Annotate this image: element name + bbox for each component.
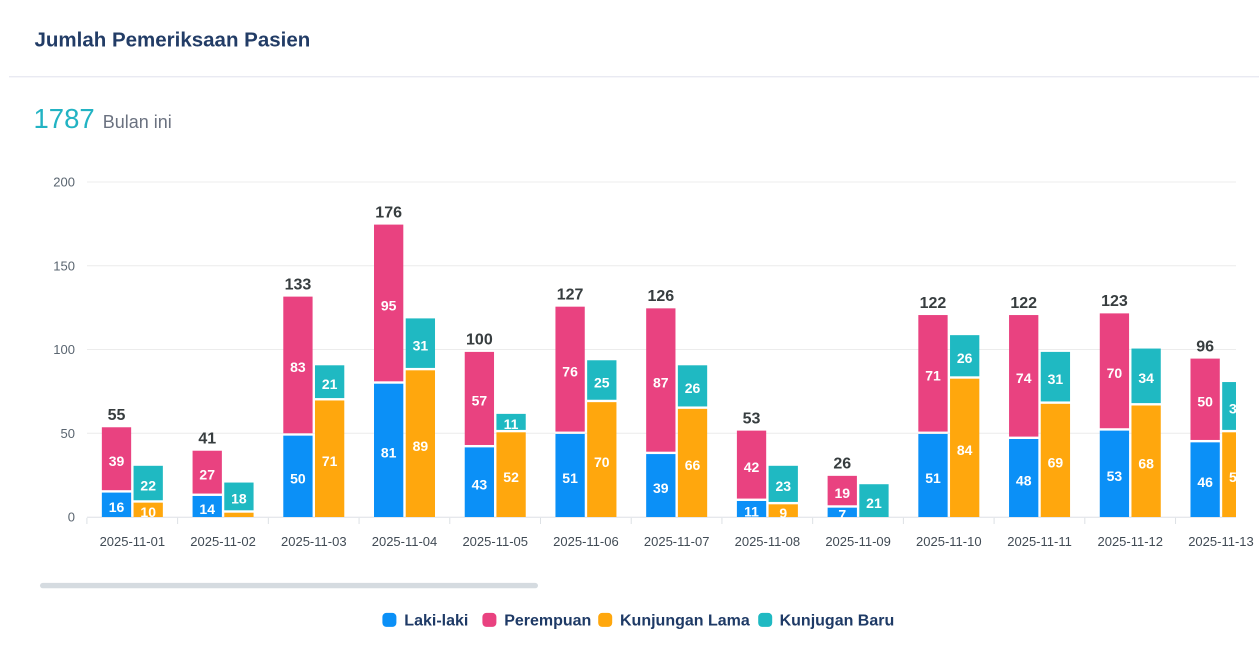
svg-text:52: 52: [503, 469, 519, 485]
svg-text:26: 26: [957, 350, 973, 366]
svg-text:2025-11-07: 2025-11-07: [644, 534, 710, 549]
svg-text:96: 96: [1196, 338, 1214, 355]
svg-text:66: 66: [685, 457, 701, 473]
svg-text:89: 89: [413, 438, 429, 454]
svg-text:51: 51: [925, 470, 941, 486]
svg-text:2025-11-10: 2025-11-10: [916, 534, 982, 549]
svg-text:53: 53: [743, 410, 761, 427]
svg-text:42: 42: [744, 459, 760, 475]
svg-text:57: 57: [472, 393, 488, 409]
svg-text:2025-11-11: 2025-11-11: [1007, 534, 1072, 549]
svg-text:51: 51: [562, 470, 578, 486]
svg-text:74: 74: [1016, 370, 1032, 386]
svg-text:52: 52: [1229, 469, 1245, 485]
svg-text:2025-11-06: 2025-11-06: [553, 534, 619, 549]
svg-text:16: 16: [109, 499, 125, 515]
svg-text:Bulan ini: Bulan ini: [103, 112, 172, 132]
svg-text:2025-11-05: 2025-11-05: [462, 534, 528, 549]
svg-text:71: 71: [925, 368, 941, 384]
svg-text:31: 31: [413, 337, 429, 353]
svg-text:100: 100: [466, 332, 493, 349]
svg-text:21: 21: [866, 495, 882, 511]
svg-text:127: 127: [557, 286, 584, 303]
svg-text:41: 41: [198, 430, 216, 447]
svg-text:48: 48: [1016, 472, 1032, 488]
svg-text:43: 43: [472, 476, 488, 492]
svg-text:69: 69: [1048, 455, 1064, 471]
svg-text:50: 50: [1197, 394, 1213, 410]
svg-text:71: 71: [322, 453, 338, 469]
svg-text:100: 100: [53, 342, 75, 357]
svg-text:46: 46: [1197, 474, 1213, 490]
svg-text:34: 34: [1138, 370, 1154, 386]
svg-text:200: 200: [53, 175, 75, 190]
svg-text:21: 21: [322, 376, 338, 392]
svg-text:2025-11-12: 2025-11-12: [1097, 534, 1163, 549]
svg-text:18: 18: [231, 491, 247, 507]
svg-text:1787: 1787: [34, 103, 95, 134]
svg-text:26: 26: [833, 456, 851, 473]
svg-text:23: 23: [775, 478, 791, 494]
svg-text:84: 84: [957, 442, 973, 458]
svg-text:2025-11-02: 2025-11-02: [190, 534, 256, 549]
svg-text:0: 0: [68, 510, 75, 525]
svg-text:95: 95: [381, 297, 397, 313]
svg-text:11: 11: [744, 503, 759, 519]
svg-text:2025-11-09: 2025-11-09: [825, 534, 891, 549]
svg-text:Laki-laki: Laki-laki: [404, 613, 468, 630]
svg-text:Kunjungan Lama: Kunjungan Lama: [620, 613, 750, 630]
svg-text:11: 11: [504, 416, 519, 432]
svg-text:14: 14: [199, 501, 215, 517]
svg-text:2025-11-01: 2025-11-01: [100, 534, 166, 549]
svg-text:2025-11-04: 2025-11-04: [372, 534, 438, 549]
svg-text:7: 7: [838, 507, 846, 523]
svg-text:133: 133: [285, 276, 312, 293]
svg-text:122: 122: [1010, 295, 1037, 312]
svg-text:39: 39: [109, 453, 125, 469]
svg-text:150: 150: [53, 258, 75, 273]
svg-text:53: 53: [1107, 468, 1123, 484]
svg-text:126: 126: [647, 288, 674, 305]
svg-text:68: 68: [1138, 456, 1154, 472]
svg-text:50: 50: [61, 426, 75, 441]
svg-text:2025-11-13: 2025-11-13: [1188, 534, 1254, 549]
svg-text:31: 31: [1048, 371, 1064, 387]
svg-text:123: 123: [1101, 293, 1128, 310]
svg-text:76: 76: [562, 363, 578, 379]
svg-text:39: 39: [653, 480, 669, 496]
svg-text:25: 25: [594, 374, 610, 390]
svg-text:30: 30: [1229, 400, 1245, 416]
svg-text:122: 122: [920, 295, 947, 312]
svg-text:Jumlah Pemeriksaan Pasien: Jumlah Pemeriksaan Pasien: [35, 29, 311, 52]
svg-text:70: 70: [1107, 365, 1123, 381]
svg-text:22: 22: [140, 477, 156, 493]
svg-text:9: 9: [779, 505, 787, 521]
svg-text:50: 50: [290, 471, 306, 487]
svg-text:26: 26: [685, 380, 701, 396]
svg-text:2025-11-03: 2025-11-03: [281, 534, 347, 549]
svg-text:19: 19: [834, 485, 850, 501]
svg-text:10: 10: [140, 504, 156, 520]
svg-text:70: 70: [594, 454, 610, 470]
svg-text:Kunjugan Baru: Kunjugan Baru: [780, 613, 895, 630]
svg-text:81: 81: [381, 445, 397, 461]
svg-text:2025-11-08: 2025-11-08: [735, 534, 801, 549]
svg-text:87: 87: [653, 374, 669, 390]
svg-text:55: 55: [108, 407, 126, 424]
svg-text:27: 27: [199, 466, 215, 482]
svg-text:176: 176: [375, 204, 402, 221]
svg-text:Perempuan: Perempuan: [504, 613, 591, 630]
svg-text:83: 83: [290, 359, 306, 375]
